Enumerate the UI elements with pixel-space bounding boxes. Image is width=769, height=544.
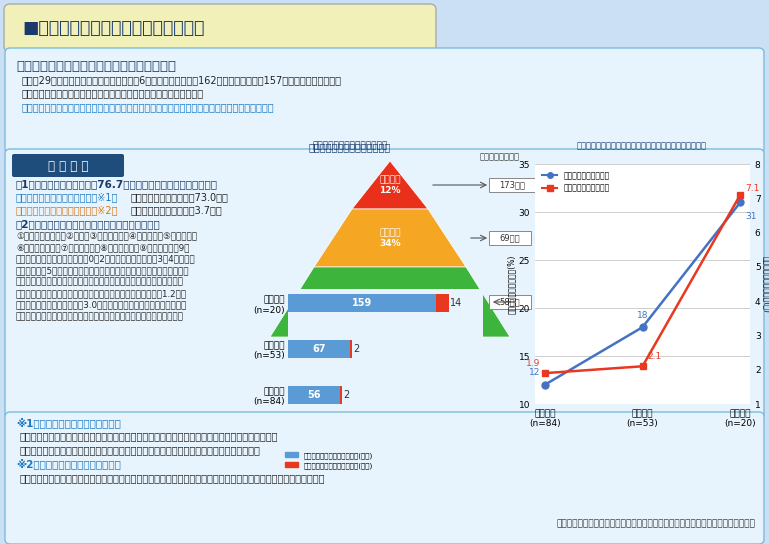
Text: アブセンティーイズムコスト（※2）: アブセンティーイズムコスト（※2） <box>16 205 118 215</box>
Text: ⑥主観的健康感、⑦家庭満足度、⑧仕事満足度、⑨ストレスの計9項: ⑥主観的健康感、⑦家庭満足度、⑧仕事満足度、⑨ストレスの計9項 <box>16 243 189 252</box>
Bar <box>340 386 342 404</box>
Text: 中リスク
34%: 中リスク 34% <box>379 228 401 248</box>
Text: 健康リスクと生産性損失コスト: 健康リスクと生産性損失コスト <box>312 141 388 150</box>
Text: 生産性損失コスト: 生産性損失コスト <box>480 152 520 162</box>
Text: 「健康リスクと労働生産性損失」に関する調査・分析を行いました。: 「健康リスクと労働生産性損失」に関する調査・分析を行いました。 <box>22 88 204 98</box>
Polygon shape <box>314 209 466 267</box>
Text: 健康リスクと労働生産性損失の関係について: 健康リスクと労働生産性損失の関係について <box>16 59 176 72</box>
Text: 18: 18 <box>637 311 648 320</box>
Y-axis label: アブセンティーイズム(日): アブセンティーイズム(日) <box>763 256 769 312</box>
FancyBboxPatch shape <box>489 178 535 192</box>
Text: 高リスク
12%: 高リスク 12% <box>379 175 401 195</box>
Bar <box>288 294 436 312</box>
Text: 平成29年度、横浜市では市内中小企業等6社（団体）、回答者162人（有効データ数157人分）の協力を得て、: 平成29年度、横浜市では市内中小企業等6社（団体）、回答者162人（有効データ数… <box>22 75 342 85</box>
Text: ：従業員一人当たり年間3.7万円: ：従業員一人当たり年間3.7万円 <box>131 205 223 215</box>
Text: プレゼンティーイズムコストは、その状態の程度を表す損失割合に報酬年額を掛けた値。: プレゼンティーイズムコストは、その状態の程度を表す損失割合に報酬年額を掛けた値。 <box>20 445 261 455</box>
Text: 7.1: 7.1 <box>745 184 760 194</box>
Text: 31: 31 <box>745 212 757 221</box>
Legend: プレゼンティーイズム, アブセンティーイズム: プレゼンティーイズム, アブセンティーイズム <box>539 168 613 196</box>
Text: ■健康リスクと労働生産性損失の関係: ■健康リスクと労働生産性損失の関係 <box>22 19 205 37</box>
Text: 67: 67 <box>312 344 326 354</box>
Text: 従業員が何らかの疾患や症状を抱えながら出勤し、業務遂行能力や生産性が低下している状態。: 従業員が何らかの疾患や症状を抱えながら出勤し、業務遂行能力や生産性が低下している… <box>20 431 278 441</box>
Polygon shape <box>270 267 510 337</box>
Text: 159: 159 <box>351 298 372 308</box>
Text: 調 査 結 果: 調 査 結 果 <box>48 159 88 172</box>
Text: ※1　プレゼンティーイズムとは、: ※1 プレゼンティーイズムとは、 <box>16 418 121 429</box>
FancyBboxPatch shape <box>489 231 531 245</box>
FancyBboxPatch shape <box>12 154 124 177</box>
Text: 高リスク層では低リスク層の3.0倍、となっており、健康リスクの増加: 高リスク層では低リスク層の3.0倍、となっており、健康リスクの増加 <box>16 300 188 310</box>
Polygon shape <box>352 161 428 209</box>
Text: 1.9: 1.9 <box>525 359 540 368</box>
Text: 2.1: 2.1 <box>647 353 661 361</box>
FancyBboxPatch shape <box>5 149 764 419</box>
Text: ：従業員一人あたり年間73.0万円: ：従業員一人あたり年間73.0万円 <box>131 192 229 202</box>
Bar <box>288 386 340 404</box>
Text: ※2　アブセンティーイズムとは、: ※2 アブセンティーイズムとは、 <box>16 459 121 469</box>
Text: 低リスク
54%: 低リスク 54% <box>378 291 402 313</box>
Bar <box>288 341 350 358</box>
Bar <box>436 294 448 312</box>
FancyBboxPatch shape <box>4 4 436 52</box>
Text: 性損失（プレゼンティーイズムコストとアブセンティーイズムコストの: 性損失（プレゼンティーイズムコストとアブセンティーイズムコストの <box>16 277 184 287</box>
Text: （1）従業員一人当たり年間76.7万円の生産性損失がありました。: （1）従業員一人当たり年間76.7万円の生産性損失がありました。 <box>16 179 218 189</box>
Text: 12: 12 <box>529 368 541 377</box>
Text: 14: 14 <box>450 298 462 308</box>
Text: 健康リスクとプレゼンティーイズムアブセンティーイズム: 健康リスクとプレゼンティーイズムアブセンティーイズム <box>577 141 707 150</box>
Legend: プレゼンティーイズムコスト(万円), アブセンティーイズムコスト(万円): プレゼンティーイズムコスト(万円), アブセンティーイズムコスト(万円) <box>281 449 376 472</box>
Text: その結果、次のとおり従業員の健康リスクと労働生産性損失の関係性が明らかになりました。: その結果、次のとおり従業員の健康リスクと労働生産性損失の関係性が明らかになりまし… <box>22 102 275 112</box>
Text: 1.2倍: 1.2倍 <box>540 265 560 275</box>
FancyBboxPatch shape <box>489 295 531 309</box>
Text: （2）一人ひとりの従業員が有している健康リスク: （2）一人ひとりの従業員が有している健康リスク <box>16 219 161 229</box>
Text: 合計）を調べました。その結果、中リスク層では低リスク層の1.2倍、: 合計）を調べました。その結果、中リスク層では低リスク層の1.2倍、 <box>16 289 187 298</box>
Text: に伴って労働生産性損失が大きくなる傾向があることがわかりました。: に伴って労働生産性損失が大きくなる傾向があることがわかりました。 <box>16 312 184 321</box>
Text: 58万円: 58万円 <box>500 298 521 306</box>
FancyBboxPatch shape <box>5 48 764 154</box>
Text: 173万円: 173万円 <box>499 181 525 189</box>
Text: 2: 2 <box>353 344 359 354</box>
Text: 高リスク層（5項目以上）の三つの群に分け、それぞれの群での労働生産: 高リスク層（5項目以上）の三つの群に分け、それぞれの群での労働生産 <box>16 266 190 275</box>
Text: 《調査：横浜市、東京大学政策ビジョン研究センターデータヘルス研究ユニット》: 《調査：横浜市、東京大学政策ビジョン研究センターデータヘルス研究ユニット》 <box>556 520 755 529</box>
Text: 健康リスクと生産性損失コスト: 健康リスクと生産性損失コスト <box>309 142 391 152</box>
Text: ①不定愁訴の有無、②喫煙、③アルコール、④運動習慣、⑤睡眠休養、: ①不定愁訴の有無、②喫煙、③アルコール、④運動習慣、⑤睡眠休養、 <box>16 232 197 240</box>
Text: プレゼンティーイズムコスト（※1）: プレゼンティーイズムコスト（※1） <box>16 192 118 202</box>
Text: 従業員が病気・けがなどにより欠勤した日数。アブセンティーイズムコストは、その日数に報酬日額を掛けた値。: 従業員が病気・けがなどにより欠勤した日数。アブセンティーイズムコストは、その日数… <box>20 473 325 483</box>
Text: 2: 2 <box>343 390 349 400</box>
Text: 69万円: 69万円 <box>500 233 521 243</box>
Text: 56: 56 <box>308 390 321 400</box>
Y-axis label: プレゼンティーイズム(%): プレゼンティーイズム(%) <box>507 254 516 314</box>
Text: 3.0倍: 3.0倍 <box>540 207 560 216</box>
Bar <box>350 341 352 358</box>
Text: 目の数に応じて、低リスク層（0〜2項目）、中リスク層（3〜4項目）、: 目の数に応じて、低リスク層（0〜2項目）、中リスク層（3〜4項目）、 <box>16 255 196 263</box>
FancyBboxPatch shape <box>5 412 764 544</box>
